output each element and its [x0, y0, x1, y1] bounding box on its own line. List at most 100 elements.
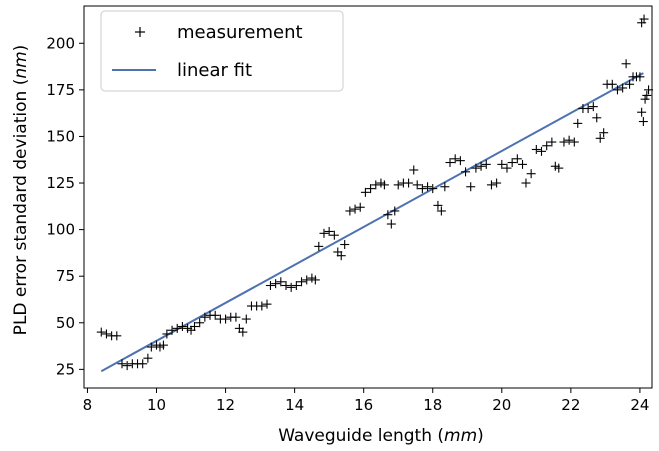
measurement-point	[158, 340, 168, 350]
measurement-point	[502, 163, 512, 173]
measurement-point	[486, 180, 496, 190]
axes: 8 10 12 14 16 18 20 22 24 25 50 75 100 125 150 175 200	[46, 34, 649, 414]
measurement-point	[231, 312, 241, 322]
measurement-point	[559, 137, 569, 147]
measurement-point	[112, 331, 122, 341]
y-tick-label: 100	[46, 221, 75, 239]
measurement-point	[297, 277, 307, 287]
measurement-point	[512, 154, 522, 164]
measurement-point	[355, 202, 365, 212]
measurement-point	[189, 322, 199, 332]
measurement-point	[319, 228, 329, 238]
legend: measurement linear fit	[100, 10, 344, 92]
measurement-point	[360, 187, 370, 197]
measurement-point	[521, 178, 531, 188]
measurement-point	[117, 359, 127, 369]
measurement-point	[404, 178, 414, 188]
measurement-point	[583, 103, 593, 113]
measurement-point	[612, 85, 622, 95]
legend-marker-measurement	[135, 27, 145, 37]
measurement-point	[210, 310, 220, 320]
measurement-point	[554, 163, 564, 173]
x-tick-label: 22	[561, 396, 580, 414]
y-tick-label: 75	[56, 267, 75, 285]
y-tick-label: 50	[56, 314, 75, 332]
y-tick-label: 200	[46, 34, 75, 52]
measurement-point	[310, 275, 320, 285]
measurement-point	[262, 299, 272, 309]
measurement-point	[379, 180, 389, 190]
measurement-point	[371, 180, 381, 190]
measurement-point	[386, 219, 396, 229]
y-tick-label: 25	[56, 360, 75, 378]
x-tick-label: 10	[147, 396, 166, 414]
measurement-point	[476, 161, 486, 171]
measurement-point	[122, 361, 132, 371]
measurement-point	[433, 200, 443, 210]
measurement-point	[345, 206, 355, 216]
measurement-point	[143, 353, 153, 363]
measurement-point	[607, 79, 617, 89]
y-tick-label: 125	[46, 174, 75, 192]
x-tick-label: 16	[354, 396, 373, 414]
measurement-point	[573, 118, 583, 128]
measurement-point	[471, 163, 481, 173]
measurement-point	[172, 323, 182, 333]
measurement-point	[450, 154, 460, 164]
measurement-point	[640, 94, 650, 104]
measurement-point	[329, 230, 339, 240]
measurement-point	[637, 107, 647, 117]
plot-frame	[83, 5, 653, 389]
measurement-point	[167, 325, 177, 335]
measurement-point	[595, 133, 605, 143]
measurement-point	[324, 226, 334, 236]
x-tick-label: 18	[423, 396, 442, 414]
measurement-point	[423, 182, 433, 192]
measurement-point	[638, 117, 648, 127]
linear-fit-line	[100, 72, 644, 373]
x-tick-label: 24	[630, 396, 649, 414]
measurement-point	[271, 279, 281, 289]
y-tick-label: 175	[46, 81, 75, 99]
measurement-point	[390, 206, 400, 216]
measurement-point	[481, 159, 491, 169]
measurement-point	[588, 102, 598, 112]
measurement-point	[238, 327, 248, 337]
legend-label-linear-fit: linear fit	[177, 60, 252, 81]
measurement-point	[221, 314, 231, 324]
measurement-point	[564, 135, 574, 145]
measurement-point	[412, 180, 422, 190]
measurement-point	[96, 327, 106, 337]
x-tick-label: 12	[216, 396, 235, 414]
measurement-point	[428, 184, 438, 194]
measurement-point	[200, 312, 210, 322]
measurement-point	[336, 251, 346, 261]
measurement-point	[455, 156, 465, 166]
measurement-point	[639, 14, 649, 24]
measurement-point	[618, 83, 628, 93]
measurement-point	[101, 329, 111, 339]
measurement-point	[409, 165, 419, 175]
measurement-point	[569, 137, 579, 147]
measurement-point	[138, 359, 148, 369]
measurement-point	[445, 158, 455, 168]
measurement-point	[526, 169, 536, 179]
legend-box	[100, 10, 344, 92]
measurement-point	[599, 128, 609, 138]
measurement-point	[518, 159, 528, 169]
measurement-point	[265, 281, 275, 291]
measurement-point	[314, 241, 324, 251]
measurement-point	[162, 329, 172, 339]
measurement-point	[393, 180, 403, 190]
measurement-point	[302, 275, 312, 285]
measurement-point	[537, 146, 547, 156]
legend-label-measurement: measurement	[177, 22, 303, 43]
measurement-point	[146, 342, 156, 352]
measurement-point	[466, 182, 476, 192]
y-axis-label: PLD error standard deviation (nm)	[11, 45, 31, 336]
measurement-point	[257, 301, 267, 311]
measurement-point	[621, 59, 631, 69]
measurement-point	[592, 113, 602, 123]
measurement-point	[276, 277, 286, 287]
